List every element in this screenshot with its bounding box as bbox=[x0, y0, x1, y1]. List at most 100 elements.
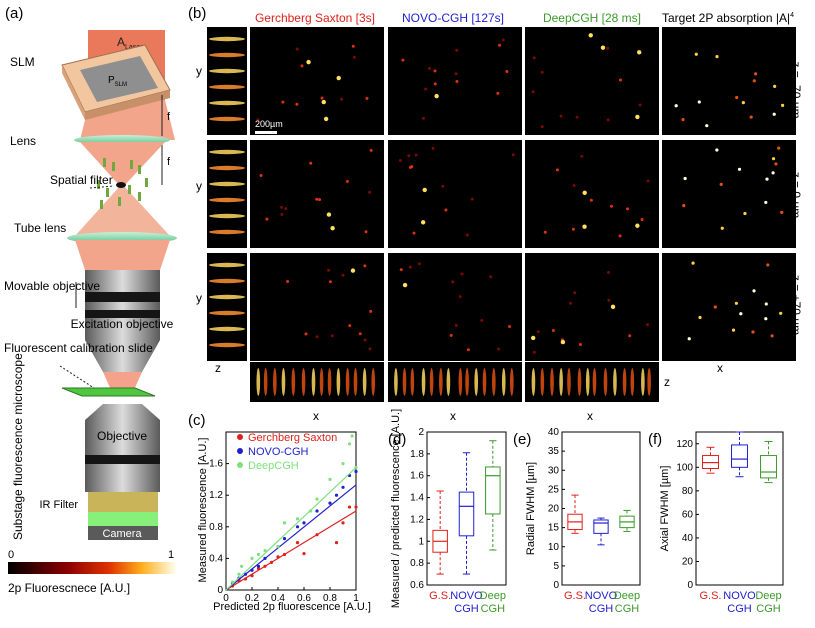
focal-spot bbox=[315, 197, 319, 201]
focal-spot bbox=[408, 165, 412, 169]
xz-streak bbox=[353, 368, 358, 396]
data-point bbox=[243, 572, 248, 576]
focal-spot bbox=[713, 305, 717, 309]
box-axes bbox=[561, 431, 641, 586]
xz-strip bbox=[388, 362, 522, 402]
data-point bbox=[295, 541, 300, 545]
y-tick-label: 1 bbox=[418, 536, 424, 547]
x-tick-label: 1 bbox=[353, 593, 359, 604]
category-label: G.S. bbox=[429, 590, 451, 602]
xz-streak bbox=[531, 368, 536, 396]
legend-label: NOVO-CGH bbox=[248, 446, 309, 458]
focal-spot bbox=[640, 218, 644, 222]
category-label: G.S. bbox=[564, 590, 586, 602]
focal-spot bbox=[773, 84, 777, 89]
y-tick-label: 15 bbox=[548, 523, 560, 534]
row-label-2: z = 0 µm bbox=[789, 172, 803, 219]
data-point bbox=[328, 501, 332, 505]
panel-label-e: (e) bbox=[513, 431, 531, 448]
xz-streak bbox=[336, 368, 341, 396]
yz-streak bbox=[209, 149, 245, 155]
colorbar bbox=[8, 562, 176, 574]
box bbox=[458, 491, 475, 537]
xz-streak bbox=[301, 368, 306, 396]
focal-spot bbox=[280, 213, 284, 217]
focal-spot bbox=[578, 343, 582, 347]
data-point bbox=[315, 509, 319, 513]
data-point bbox=[256, 567, 261, 571]
focal-spot bbox=[752, 79, 756, 83]
focal-spot bbox=[637, 50, 642, 55]
data-point bbox=[354, 469, 358, 474]
x-tick-label: 0 bbox=[223, 593, 229, 604]
focal-spot bbox=[646, 179, 650, 183]
spatial-filter-pointer bbox=[89, 185, 115, 189]
yz-streak bbox=[209, 213, 245, 219]
focal-spot bbox=[511, 153, 515, 157]
x-tick-label: 0.4 bbox=[271, 593, 285, 604]
xz-streak bbox=[311, 368, 316, 396]
slm-label: SLM bbox=[10, 55, 35, 69]
data-point bbox=[347, 505, 352, 509]
focal-spot bbox=[408, 265, 412, 269]
image-grid: (b) Gerchberg Saxton [3s] NOVO-CGH [127s… bbox=[188, 5, 803, 423]
panel-label-f: (f) bbox=[648, 431, 662, 448]
y-axis-label: Measured fluorescence [A.U.] bbox=[197, 438, 209, 583]
yz-streak bbox=[209, 52, 245, 58]
data-point bbox=[250, 574, 254, 578]
focal-spot bbox=[412, 231, 416, 235]
data-point bbox=[230, 580, 235, 584]
focal-spot bbox=[454, 323, 458, 327]
focal-spot bbox=[498, 43, 502, 47]
focal-spot bbox=[719, 182, 723, 186]
focal-spot bbox=[572, 183, 576, 187]
focal-spot bbox=[348, 324, 352, 328]
data-point bbox=[315, 533, 319, 537]
xz-streak bbox=[550, 368, 554, 396]
y-tick-label: 35 bbox=[548, 446, 560, 457]
yz-streak bbox=[209, 310, 245, 316]
focal-spot bbox=[582, 190, 587, 196]
data-point bbox=[282, 537, 287, 541]
xz-streak bbox=[256, 368, 261, 396]
focal-spot bbox=[402, 282, 408, 288]
data-point bbox=[282, 521, 287, 525]
focal-spot bbox=[407, 154, 411, 158]
substage-band bbox=[85, 455, 160, 464]
focal-spot bbox=[304, 332, 308, 336]
focal-spot bbox=[281, 100, 285, 104]
column-title-gs: Gerchberg Saxton [3s] bbox=[255, 11, 375, 25]
colorbar-min: 0 bbox=[8, 549, 14, 561]
focal-spot bbox=[422, 116, 426, 120]
focal-spot bbox=[606, 118, 610, 122]
focal-spot bbox=[607, 271, 611, 275]
xz-streak bbox=[410, 368, 415, 396]
y-tick-label: 40 bbox=[548, 427, 560, 438]
focal-spot bbox=[749, 115, 753, 119]
xz-streak bbox=[273, 368, 277, 396]
y-axis-label: Radial FWHM [µm] bbox=[525, 462, 537, 555]
focal-spot bbox=[434, 93, 439, 99]
focal-spot bbox=[259, 173, 263, 177]
focal-spot bbox=[770, 334, 774, 338]
charts: (c) (d) (e) (f) 0 0.2 0.4 0.6 0.8 100.40.81.2… bbox=[188, 409, 784, 615]
data-point bbox=[240, 564, 244, 568]
data-point bbox=[315, 497, 319, 501]
focal-spot bbox=[444, 208, 448, 212]
focal-spot bbox=[256, 118, 260, 122]
xz-streak bbox=[446, 368, 451, 396]
box-axes bbox=[426, 431, 507, 586]
calibration-slide-label: Fluorescent calibration slide bbox=[4, 341, 153, 355]
image-tile bbox=[250, 140, 384, 248]
focal-spot bbox=[543, 230, 547, 234]
data-point bbox=[276, 544, 280, 549]
y-tick-label: 0.8 bbox=[410, 558, 424, 569]
z-label-right: z bbox=[664, 375, 670, 389]
focal-spot bbox=[764, 302, 768, 306]
category-label: Deep bbox=[755, 590, 781, 602]
focal-spot bbox=[328, 280, 332, 284]
fit-line bbox=[225, 510, 357, 591]
image-tile bbox=[250, 27, 384, 135]
focal-spot bbox=[571, 227, 575, 231]
beam-lower bbox=[75, 240, 170, 270]
